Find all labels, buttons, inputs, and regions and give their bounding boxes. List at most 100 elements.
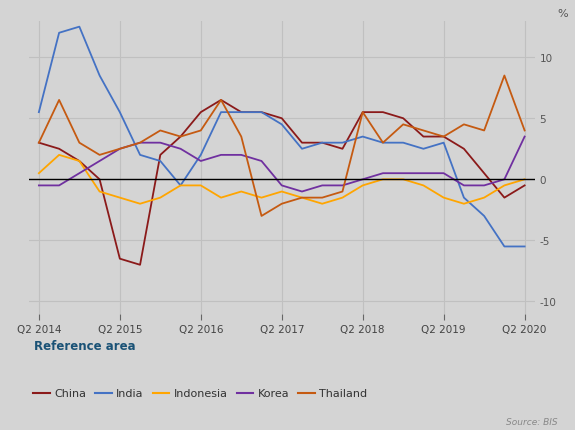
Thailand xyxy=(380,141,386,146)
Thailand xyxy=(217,98,224,103)
India xyxy=(96,74,103,79)
India xyxy=(137,153,144,158)
Indonesia xyxy=(339,196,346,201)
Korea xyxy=(501,177,508,182)
Korea xyxy=(116,147,123,152)
Indonesia xyxy=(400,177,407,182)
India xyxy=(400,141,407,146)
Korea xyxy=(56,183,63,188)
India xyxy=(359,135,366,140)
India xyxy=(461,196,467,201)
India xyxy=(440,141,447,146)
India xyxy=(177,183,184,188)
Indonesia xyxy=(96,190,103,195)
Thailand xyxy=(177,135,184,140)
Korea xyxy=(157,141,164,146)
Korea xyxy=(461,183,467,188)
China xyxy=(380,110,386,115)
Korea xyxy=(137,141,144,146)
China xyxy=(137,263,144,268)
India xyxy=(339,141,346,146)
Indonesia xyxy=(56,153,63,158)
Indonesia xyxy=(278,190,285,195)
China xyxy=(298,141,305,146)
Line: Korea: Korea xyxy=(39,137,524,192)
China xyxy=(461,147,467,152)
India xyxy=(116,110,123,115)
Thailand xyxy=(278,202,285,207)
Indonesia xyxy=(36,171,43,176)
India xyxy=(420,147,427,152)
Indonesia xyxy=(359,183,366,188)
Thailand xyxy=(319,196,325,201)
Indonesia xyxy=(177,183,184,188)
Korea xyxy=(339,183,346,188)
India xyxy=(278,123,285,128)
Indonesia xyxy=(197,183,204,188)
Thailand xyxy=(440,135,447,140)
India xyxy=(36,110,43,115)
Indonesia xyxy=(298,196,305,201)
Thailand xyxy=(36,141,43,146)
Thailand xyxy=(420,129,427,134)
Thailand xyxy=(400,123,407,128)
Thailand xyxy=(76,141,83,146)
India xyxy=(238,110,245,115)
Text: %: % xyxy=(557,9,568,18)
India xyxy=(481,214,488,219)
India xyxy=(157,159,164,164)
China xyxy=(420,135,427,140)
Indonesia xyxy=(217,196,224,201)
Thailand xyxy=(137,141,144,146)
India xyxy=(76,25,83,30)
Thailand xyxy=(339,190,346,195)
China xyxy=(96,177,103,182)
Korea xyxy=(96,159,103,164)
Line: Thailand: Thailand xyxy=(39,76,524,216)
India xyxy=(501,244,508,249)
India xyxy=(298,147,305,152)
Thailand xyxy=(116,147,123,152)
Korea xyxy=(319,183,325,188)
Korea xyxy=(217,153,224,158)
China xyxy=(258,110,265,115)
Indonesia xyxy=(481,196,488,201)
Korea xyxy=(76,171,83,176)
China xyxy=(319,141,325,146)
China xyxy=(440,135,447,140)
Korea xyxy=(177,147,184,152)
Korea xyxy=(298,190,305,195)
Thailand xyxy=(258,214,265,219)
India xyxy=(56,31,63,36)
China xyxy=(217,98,224,103)
Indonesia xyxy=(420,183,427,188)
Indonesia xyxy=(521,177,528,182)
Indonesia xyxy=(137,202,144,207)
Thailand xyxy=(481,129,488,134)
India xyxy=(319,141,325,146)
India xyxy=(521,244,528,249)
China xyxy=(76,159,83,164)
Indonesia xyxy=(157,196,164,201)
China xyxy=(339,147,346,152)
China xyxy=(157,153,164,158)
Line: China: China xyxy=(39,101,524,265)
Thailand xyxy=(238,135,245,140)
Korea xyxy=(258,159,265,164)
Thailand xyxy=(298,196,305,201)
China xyxy=(238,110,245,115)
India xyxy=(258,110,265,115)
China xyxy=(481,171,488,176)
Indonesia xyxy=(238,190,245,195)
Indonesia xyxy=(501,183,508,188)
Thailand xyxy=(521,129,528,134)
China xyxy=(521,183,528,188)
Legend: China, India, Indonesia, Korea, Thailand: China, India, Indonesia, Korea, Thailand xyxy=(29,384,372,403)
China xyxy=(177,135,184,140)
China xyxy=(400,117,407,122)
Korea xyxy=(278,183,285,188)
Thailand xyxy=(56,98,63,103)
Korea xyxy=(380,171,386,176)
Korea xyxy=(400,171,407,176)
Korea xyxy=(521,135,528,140)
